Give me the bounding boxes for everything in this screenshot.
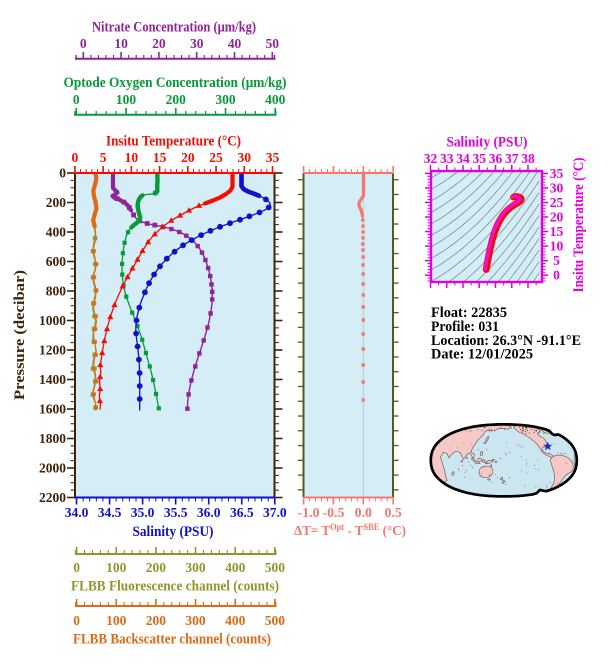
svg-text:2200: 2200	[39, 490, 66, 505]
svg-text:200: 200	[146, 560, 167, 575]
svg-text:FLBB Backscatter channel (coun: FLBB Backscatter channel (counts)	[73, 630, 271, 647]
svg-text:35.5: 35.5	[164, 505, 188, 520]
svg-text:35.0: 35.0	[131, 505, 155, 520]
svg-text:36.5: 36.5	[230, 505, 254, 520]
svg-text:ΔT= TOpt - TSBE (°C): ΔT= TOpt - TSBE (°C)	[294, 522, 406, 539]
svg-text:34.5: 34.5	[98, 505, 122, 520]
svg-text:1400: 1400	[39, 372, 66, 387]
svg-text:15: 15	[153, 150, 167, 165]
svg-text:32: 32	[424, 151, 438, 166]
svg-text:40: 40	[228, 36, 242, 51]
svg-text:200: 200	[166, 92, 187, 107]
svg-text:500: 500	[265, 560, 286, 575]
svg-text:2000: 2000	[39, 461, 66, 476]
svg-text:10: 10	[550, 239, 564, 254]
svg-text:1200: 1200	[39, 343, 66, 358]
svg-text:Pressure (decibar): Pressure (decibar)	[11, 270, 28, 400]
svg-text:34: 34	[456, 151, 470, 166]
svg-text:20: 20	[152, 36, 166, 51]
svg-text:50: 50	[266, 36, 280, 51]
svg-text:Salinity (PSU): Salinity (PSU)	[133, 523, 214, 540]
svg-text:FLBB Fluorescence channel (cou: FLBB Fluorescence channel (counts)	[71, 578, 279, 595]
svg-text:Insitu Temperature (°C): Insitu Temperature (°C)	[570, 158, 587, 293]
svg-text:5: 5	[100, 150, 107, 165]
svg-text:5: 5	[553, 253, 560, 268]
svg-text:0: 0	[72, 150, 79, 165]
svg-text:0.5: 0.5	[385, 505, 402, 520]
svg-text:0.0: 0.0	[355, 505, 372, 520]
svg-text:Date: 12/01/2025: Date: 12/01/2025	[431, 347, 533, 363]
svg-text:10: 10	[125, 150, 139, 165]
svg-text:30: 30	[550, 180, 564, 195]
svg-text:500: 500	[265, 613, 286, 628]
svg-text:25: 25	[550, 195, 564, 210]
svg-text:0: 0	[59, 166, 66, 181]
svg-text:37.0: 37.0	[263, 505, 287, 520]
svg-text:-1.0: -1.0	[298, 505, 320, 520]
svg-text:100: 100	[116, 92, 137, 107]
svg-text:Optode Oxygen Concentration (μ: Optode Oxygen Concentration (μm/kg)	[64, 74, 287, 91]
svg-text:30: 30	[190, 36, 204, 51]
svg-text:36: 36	[489, 151, 503, 166]
svg-text:100: 100	[106, 560, 127, 575]
svg-text:200: 200	[146, 613, 167, 628]
svg-text:400: 400	[265, 92, 286, 107]
svg-text:33: 33	[440, 151, 454, 166]
svg-text:-0.5: -0.5	[323, 505, 345, 520]
svg-text:Nitrate Concentration (μm/kg): Nitrate Concentration (μm/kg)	[92, 19, 256, 36]
svg-text:0: 0	[80, 36, 87, 51]
svg-text:1800: 1800	[39, 431, 66, 446]
svg-text:36.0: 36.0	[197, 505, 221, 520]
svg-text:600: 600	[46, 254, 67, 269]
svg-text:20: 20	[550, 210, 564, 225]
svg-text:0: 0	[553, 268, 560, 283]
svg-text:400: 400	[225, 613, 246, 628]
svg-text:37: 37	[505, 151, 519, 166]
svg-text:15: 15	[550, 224, 564, 239]
svg-text:200: 200	[46, 195, 67, 210]
svg-text:Float: 22835: Float: 22835	[431, 305, 507, 321]
svg-text:800: 800	[46, 284, 67, 299]
svg-text:38: 38	[521, 151, 535, 166]
svg-text:35: 35	[550, 166, 564, 181]
svg-text:400: 400	[225, 560, 246, 575]
svg-text:Location: 26.3°N -91.1°E: Location: 26.3°N -91.1°E	[431, 333, 581, 349]
svg-text:25: 25	[209, 150, 223, 165]
svg-text:400: 400	[46, 225, 67, 240]
svg-text:35: 35	[473, 151, 487, 166]
svg-text:35: 35	[266, 150, 280, 165]
svg-text:1600: 1600	[39, 402, 66, 417]
svg-text:1000: 1000	[39, 313, 66, 328]
svg-text:0: 0	[73, 613, 80, 628]
svg-text:34.0: 34.0	[65, 505, 89, 520]
svg-text:0: 0	[73, 560, 80, 575]
svg-text:30: 30	[238, 150, 252, 165]
svg-text:Insitu Temperature (°C): Insitu Temperature (°C)	[106, 133, 241, 150]
svg-text:20: 20	[181, 150, 195, 165]
svg-text:0: 0	[73, 92, 80, 107]
svg-text:10: 10	[114, 36, 128, 51]
svg-text:100: 100	[106, 613, 127, 628]
svg-text:300: 300	[185, 613, 206, 628]
svg-text:Salinity (PSU): Salinity (PSU)	[447, 134, 528, 151]
svg-text:Profile: 031: Profile: 031	[431, 319, 499, 335]
svg-text:300: 300	[215, 92, 236, 107]
svg-text:300: 300	[185, 560, 206, 575]
